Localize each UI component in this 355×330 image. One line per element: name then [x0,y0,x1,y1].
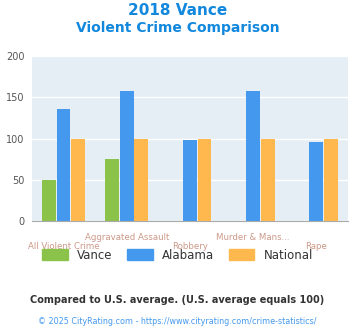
Text: © 2025 CityRating.com - https://www.cityrating.com/crime-statistics/: © 2025 CityRating.com - https://www.city… [38,317,317,326]
Legend: Vance, Alabama, National: Vance, Alabama, National [37,244,318,266]
Bar [197,139,212,221]
Text: Aggravated Assault: Aggravated Assault [84,233,169,242]
Text: Murder & Mans...: Murder & Mans... [216,233,290,242]
Text: Violent Crime Comparison: Violent Crime Comparison [76,21,279,35]
Bar [105,159,119,221]
Bar [71,139,85,221]
Bar [56,109,71,221]
Text: Rape: Rape [305,242,327,250]
Bar [120,91,134,221]
Text: All Violent Crime: All Violent Crime [28,242,99,250]
Bar [183,140,197,221]
Text: Robbery: Robbery [172,242,208,250]
Text: 2018 Vance: 2018 Vance [128,3,227,18]
Bar [324,139,338,221]
Bar [309,142,323,221]
Bar [42,180,56,221]
Text: Compared to U.S. average. (U.S. average equals 100): Compared to U.S. average. (U.S. average … [31,295,324,305]
Bar [134,139,148,221]
Bar [246,91,260,221]
Bar [261,139,275,221]
